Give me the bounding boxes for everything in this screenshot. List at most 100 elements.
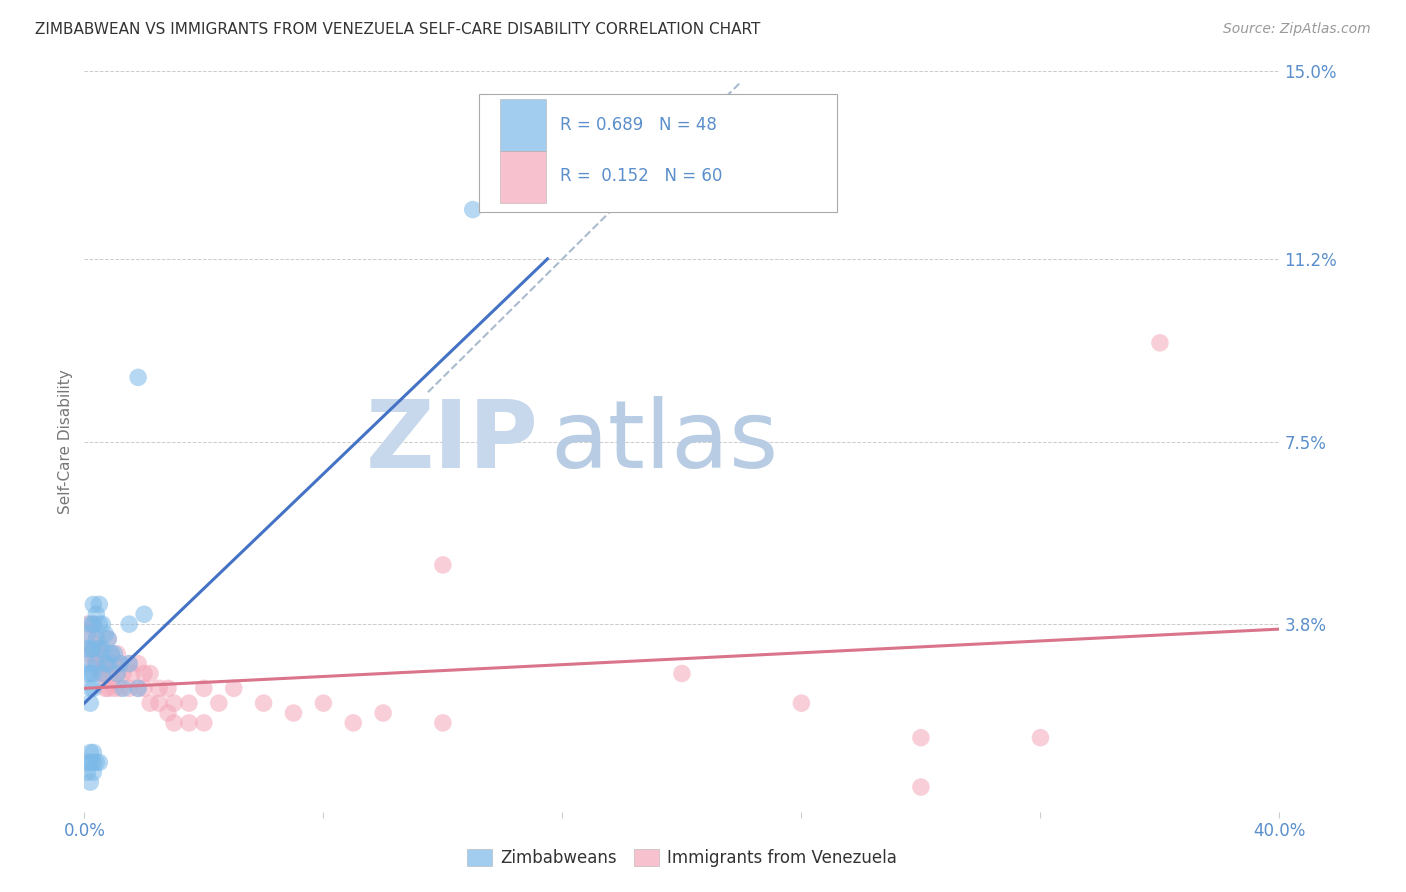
Text: R =  0.152   N = 60: R = 0.152 N = 60 bbox=[560, 168, 723, 186]
Point bbox=[86, 657, 108, 671]
Point bbox=[86, 632, 108, 646]
Point bbox=[103, 657, 125, 671]
Point bbox=[163, 696, 186, 710]
Point bbox=[132, 666, 156, 681]
Point bbox=[148, 681, 170, 696]
Point bbox=[139, 696, 162, 710]
Point bbox=[671, 666, 693, 681]
Point bbox=[110, 657, 132, 671]
Point bbox=[91, 647, 114, 661]
Point bbox=[373, 706, 395, 720]
Point bbox=[193, 715, 215, 730]
Point bbox=[91, 641, 114, 656]
Point bbox=[193, 681, 215, 696]
Point bbox=[127, 657, 149, 671]
Point bbox=[127, 681, 149, 696]
Point bbox=[118, 657, 141, 671]
Point bbox=[118, 617, 141, 632]
Point bbox=[103, 647, 125, 661]
Point bbox=[222, 681, 245, 696]
Point bbox=[76, 765, 98, 780]
Point bbox=[79, 647, 101, 661]
Point bbox=[118, 657, 141, 671]
Point bbox=[100, 647, 122, 661]
Point bbox=[94, 657, 117, 671]
Point bbox=[103, 681, 125, 696]
Point bbox=[118, 681, 141, 696]
FancyBboxPatch shape bbox=[501, 152, 546, 203]
Point bbox=[157, 706, 180, 720]
Point bbox=[76, 666, 98, 681]
Point bbox=[79, 666, 101, 681]
Legend: Zimbabweans, Immigrants from Venezuela: Zimbabweans, Immigrants from Venezuela bbox=[460, 842, 904, 874]
Point bbox=[100, 666, 122, 681]
Point bbox=[79, 641, 101, 656]
Point bbox=[76, 641, 98, 656]
Point bbox=[112, 666, 135, 681]
Point bbox=[105, 647, 128, 661]
Point bbox=[76, 657, 98, 671]
Point bbox=[253, 696, 276, 710]
Point bbox=[79, 632, 101, 646]
Point bbox=[105, 666, 128, 681]
Point bbox=[94, 681, 117, 696]
Point bbox=[82, 641, 104, 656]
Point bbox=[105, 666, 128, 681]
Point bbox=[110, 657, 132, 671]
Point bbox=[163, 715, 186, 730]
Point bbox=[82, 617, 104, 632]
Point bbox=[82, 617, 104, 632]
Text: Source: ZipAtlas.com: Source: ZipAtlas.com bbox=[1223, 22, 1371, 37]
Point bbox=[76, 627, 98, 641]
Text: ZIP: ZIP bbox=[366, 395, 538, 488]
Point bbox=[97, 657, 120, 671]
Point bbox=[312, 696, 335, 710]
Point bbox=[97, 681, 120, 696]
Point bbox=[157, 681, 180, 696]
Point bbox=[283, 706, 305, 720]
Point bbox=[132, 607, 156, 622]
Point bbox=[89, 666, 111, 681]
Point bbox=[79, 617, 101, 632]
Point bbox=[79, 696, 101, 710]
Point bbox=[82, 666, 104, 681]
Point bbox=[76, 617, 98, 632]
Point bbox=[910, 731, 932, 745]
FancyBboxPatch shape bbox=[501, 100, 546, 152]
Point bbox=[94, 657, 117, 671]
Point bbox=[110, 681, 132, 696]
Point bbox=[97, 657, 120, 671]
Point bbox=[910, 780, 932, 794]
Point bbox=[790, 696, 813, 710]
Point bbox=[82, 598, 104, 612]
Point bbox=[86, 607, 108, 622]
Point bbox=[127, 370, 149, 384]
Text: R = 0.689   N = 48: R = 0.689 N = 48 bbox=[560, 116, 717, 134]
Point bbox=[461, 202, 484, 217]
Point bbox=[91, 666, 114, 681]
Point bbox=[432, 715, 454, 730]
Point bbox=[82, 765, 104, 780]
Text: atlas: atlas bbox=[551, 395, 779, 488]
Point bbox=[82, 746, 104, 760]
Point bbox=[432, 558, 454, 572]
Point bbox=[342, 715, 364, 730]
Point bbox=[82, 641, 104, 656]
Point bbox=[82, 756, 104, 770]
Point bbox=[89, 641, 111, 656]
Point bbox=[127, 681, 149, 696]
Point bbox=[91, 617, 114, 632]
Point bbox=[177, 696, 200, 710]
Point bbox=[82, 681, 104, 696]
Point bbox=[89, 756, 111, 770]
Point bbox=[89, 641, 111, 656]
Point bbox=[89, 617, 111, 632]
Point bbox=[86, 756, 108, 770]
Point bbox=[132, 681, 156, 696]
Point bbox=[76, 756, 98, 770]
Point bbox=[121, 666, 143, 681]
Point bbox=[79, 775, 101, 789]
Point bbox=[79, 746, 101, 760]
Point bbox=[1149, 335, 1171, 350]
Point bbox=[89, 598, 111, 612]
